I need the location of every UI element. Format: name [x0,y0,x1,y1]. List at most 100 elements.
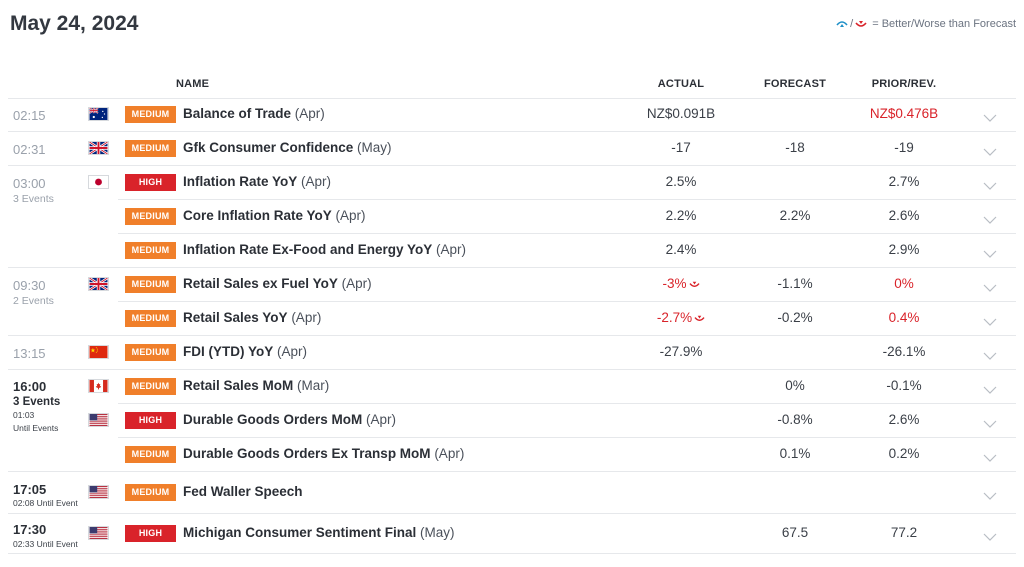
table-row[interactable]: MEDIUM Retail Sales ex Fuel YoY (Apr) -3% -… [0,268,1024,302]
event-name[interactable]: Durable Goods Orders Ex Transp MoM (Apr) [183,446,464,461]
event-period: (Apr) [430,446,465,461]
better-arrow-icon [836,19,848,29]
event-time: 09:30 [13,278,46,293]
event-name[interactable]: Michigan Consumer Sentiment Final (May) [183,525,455,540]
event-period: (Apr) [362,412,397,427]
column-header-forecast[interactable]: FORECAST [763,78,827,90]
event-name[interactable]: Fed Waller Speech [183,484,303,499]
table-row[interactable]: HIGH Durable Goods Orders MoM (Apr) -0.8% 2… [0,404,1024,438]
event-time: 17:30 [13,522,47,537]
event-period: (May) [353,140,392,155]
importance-badge: MEDIUM [125,484,176,501]
importance-badge: HIGH [125,174,176,191]
event-period: (Apr) [287,310,322,325]
prior-value: 2.7% [888,174,920,189]
table-row[interactable]: MEDIUM Fed Waller Speech [0,472,1024,514]
forecast-value: 2.2% [779,208,811,223]
legend-separator: / [850,18,854,30]
table-row[interactable]: HIGH Inflation Rate YoY (Apr) 2.5% 2.7% [0,166,1024,200]
importance-badge: MEDIUM [125,446,176,463]
event-name[interactable]: Gfk Consumer Confidence (May) [183,140,392,155]
actual-text: -27.9% [659,344,703,359]
chevron-down-icon[interactable] [983,181,997,191]
row-cells [118,438,1016,472]
table-row[interactable]: HIGH Michigan Consumer Sentiment Final (M… [0,514,1024,554]
row-cells [118,370,1016,404]
chevron-down-icon[interactable] [983,215,997,225]
actual-value: -17 [640,140,722,155]
event-name[interactable]: Core Inflation Rate YoY (Apr) [183,208,366,223]
chevron-down-icon[interactable] [983,283,997,293]
row-cells [118,166,1016,200]
chevron-down-icon[interactable] [983,249,997,259]
row-cells [118,132,1016,166]
event-time: 02:31 [13,142,46,157]
actual-value: -3% [640,276,722,292]
flag-uk-icon [88,141,109,155]
forecast-value: 0% [785,378,805,393]
actual-value: -27.9% [640,344,722,359]
row-cells [118,472,1016,514]
table-row[interactable]: MEDIUM Retail Sales MoM (Mar) 0% -0.1% [0,370,1024,404]
prior-value: 2.9% [888,242,920,257]
legend-text: = Better/Worse than Forecast [872,18,1016,30]
forecast-value: 0.1% [779,446,811,461]
worse-arrow-icon [694,311,705,326]
event-period: (Apr) [331,208,366,223]
events-count: 3 Events [13,193,54,205]
worse-arrow-icon [688,277,700,292]
event-period: (May) [416,525,455,540]
row-cells [118,404,1016,438]
event-period: (Apr) [291,106,325,121]
table-row[interactable]: MEDIUM Durable Goods Orders Ex Transp MoM… [0,438,1024,472]
event-name[interactable]: Balance of Trade (Apr) [183,106,325,121]
chevron-down-icon[interactable] [983,113,997,123]
chevron-down-icon[interactable] [983,491,997,501]
event-period: (Apr) [273,344,307,359]
event-name[interactable]: Retail Sales YoY (Apr) [183,310,321,325]
event-time: 16:00 [13,379,47,394]
prior-value: -26.1% [882,344,926,359]
column-header-name[interactable]: NAME [176,78,210,90]
group-divider [8,131,118,132]
event-name[interactable]: Retail Sales ex Fuel YoY (Apr) [183,276,372,291]
group-divider [8,335,118,336]
actual-text: -17 [671,140,691,155]
table-row[interactable]: MEDIUM Gfk Consumer Confidence (May) -17 -1… [0,132,1024,166]
importance-badge: MEDIUM [125,310,176,327]
group-divider [8,165,118,166]
prior-value: 2.6% [888,208,920,223]
column-header-actual[interactable]: ACTUAL [657,78,705,90]
forecast-value: -0.8% [777,412,813,427]
importance-badge: MEDIUM [125,140,176,157]
event-time: 02:15 [13,108,46,123]
chevron-down-icon[interactable] [983,385,997,395]
column-header-prior[interactable]: PRIOR/REV. [871,78,937,90]
event-name[interactable]: Inflation Rate Ex-Food and Energy YoY (A… [183,242,466,257]
chevron-down-icon[interactable] [983,453,997,463]
chevron-down-icon[interactable] [983,147,997,157]
importance-badge: MEDIUM [125,208,176,225]
prior-value: 77.2 [890,525,918,540]
chevron-down-icon[interactable] [983,317,997,327]
chevron-down-icon[interactable] [983,532,997,542]
actual-text: -2.7% [656,310,693,325]
table-row[interactable]: MEDIUM Core Inflation Rate YoY (Apr) 2.2% 2… [0,200,1024,234]
event-name[interactable]: Durable Goods Orders MoM (Apr) [183,412,396,427]
row-cells [118,302,1016,336]
actual-text: 2.5% [665,174,697,189]
event-name[interactable]: FDI (YTD) YoY (Apr) [183,344,307,359]
event-name[interactable]: Retail Sales MoM (Mar) [183,378,329,393]
table-row[interactable]: MEDIUM FDI (YTD) YoY (Apr) -27.9% -26.1% [0,336,1024,370]
event-title: Retail Sales YoY [183,310,288,325]
importance-badge: MEDIUM [125,378,176,395]
event-title: Retail Sales MoM [183,378,294,393]
chevron-down-icon[interactable] [983,351,997,361]
chevron-down-icon[interactable] [983,419,997,429]
event-name[interactable]: Inflation Rate YoY (Apr) [183,174,331,189]
table-row[interactable]: MEDIUM Retail Sales YoY (Apr) -2.7% -0.2% 0.… [0,302,1024,336]
actual-value: 2.4% [640,242,722,257]
table-row[interactable]: MEDIUM Inflation Rate Ex-Food and Energy … [0,234,1024,268]
table-row[interactable]: MEDIUM Balance of Trade (Apr) NZ$0.091B NZ$… [0,98,1024,132]
group-divider [8,553,118,554]
